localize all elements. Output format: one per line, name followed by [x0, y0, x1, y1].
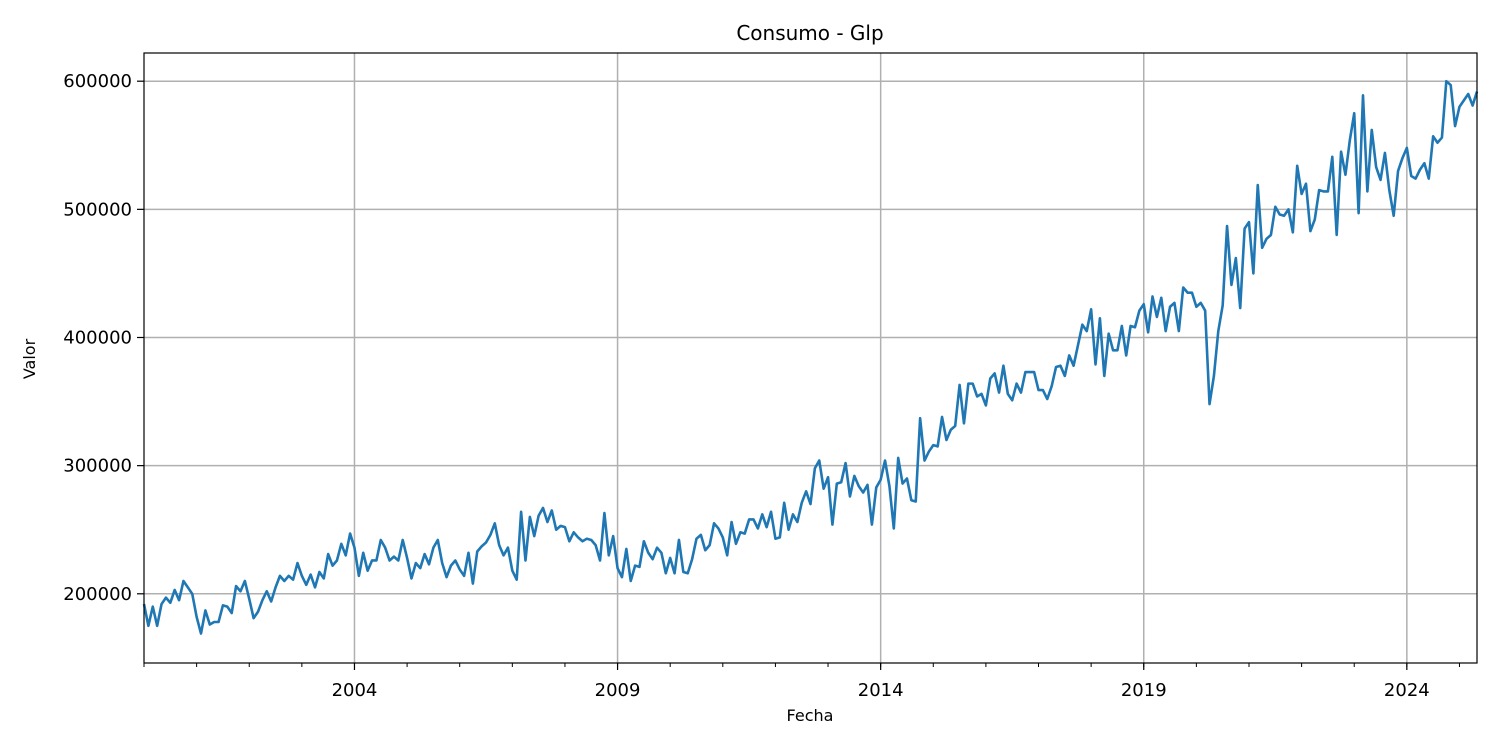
y-tick-label: 400000 — [63, 327, 132, 348]
plot-area — [142, 79, 1479, 635]
y-tick-label: 500000 — [63, 199, 132, 220]
x-tick-label: 2004 — [332, 680, 378, 701]
x-tick-label: 2014 — [858, 680, 904, 701]
x-tick-label: 2024 — [1384, 680, 1430, 701]
grid — [144, 53, 1477, 663]
axes: 200000 300000 400000 500000 600000 2004 2009 20… — [63, 52, 1478, 701]
chart-title: Consumo - Glp — [736, 21, 883, 45]
x-tick-label: 2019 — [1121, 680, 1167, 701]
series-line — [142, 79, 1479, 635]
x-axis-label: Fecha — [787, 706, 834, 725]
plot-frame — [143, 52, 1478, 664]
x-tick-label: 2009 — [595, 680, 641, 701]
y-tick-label: 200000 — [63, 584, 132, 605]
y-tick-label: 600000 — [63, 71, 132, 92]
y-tick-label: 300000 — [63, 456, 132, 477]
y-axis-label: Valor — [20, 338, 39, 379]
